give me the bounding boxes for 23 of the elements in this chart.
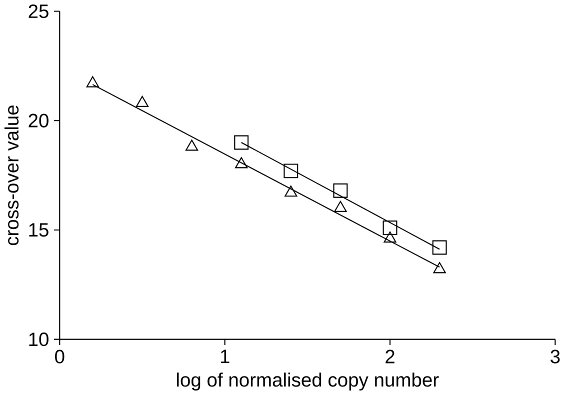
x-tick-label: 0 <box>55 350 64 364</box>
y-tick-label: 25 <box>28 4 48 18</box>
point <box>333 183 348 198</box>
x-tick-label: 1 <box>220 350 230 364</box>
x-tick-label: 2 <box>386 350 394 364</box>
point <box>136 96 149 108</box>
point <box>185 140 198 151</box>
point <box>432 240 447 255</box>
y-tick-label: 10 <box>29 332 48 346</box>
x-tick-label: 3 <box>550 350 560 364</box>
y-axis-title: cross-over value <box>4 106 19 246</box>
point <box>384 232 396 243</box>
point <box>382 220 398 236</box>
point <box>284 186 298 197</box>
point <box>235 157 248 168</box>
point <box>433 262 446 274</box>
point <box>86 76 100 88</box>
y-tick-label: 20 <box>28 114 48 128</box>
point <box>234 135 249 150</box>
x-axis-title: log of normalised copy number <box>177 372 439 391</box>
point <box>284 164 298 178</box>
point <box>334 200 347 212</box>
y-tick-label: 15 <box>29 223 48 237</box>
